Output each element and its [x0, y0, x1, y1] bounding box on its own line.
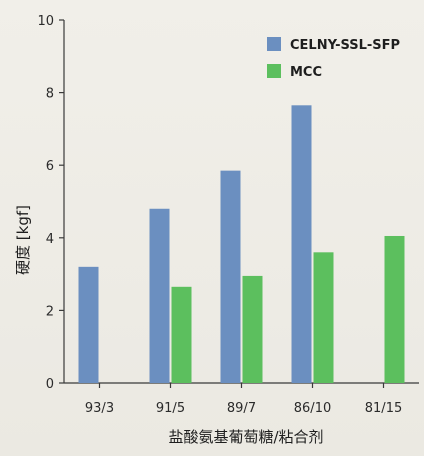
- y-axis-title: 硬度 [kgf]: [14, 205, 32, 275]
- bar-series-2-86/10: [314, 252, 334, 383]
- y-tick-label: 4: [46, 232, 54, 247]
- bar-series-2-81/15: [385, 236, 405, 383]
- x-axis-title: 盐酸氨基葡萄糖/粘合剂: [168, 428, 323, 446]
- y-tick-label: 2: [46, 304, 54, 319]
- x-tick-label: 93/3: [85, 401, 114, 416]
- y-tick-label: 0: [46, 377, 54, 392]
- y-tick-label: 6: [46, 159, 54, 174]
- legend-label-series-1: CELNY-SSL-SFP: [290, 38, 400, 53]
- bar-series-1-93/3: [79, 267, 99, 383]
- bar-series-1-86/10: [292, 105, 312, 383]
- y-tick-label: 10: [37, 14, 54, 29]
- y-tick-label: 8: [46, 87, 54, 102]
- bars: [79, 105, 405, 383]
- x-tick-label: 89/7: [227, 401, 256, 416]
- x-tick-label: 86/10: [294, 401, 331, 416]
- legend-swatch-series-2: [267, 64, 281, 78]
- bar-series-2-89/7: [243, 276, 263, 383]
- bar-series-1-89/7: [221, 171, 241, 383]
- x-tick-label: 81/15: [365, 401, 402, 416]
- bar-series-2-91/5: [172, 287, 192, 383]
- x-tick-label: 91/5: [156, 401, 185, 416]
- bar-series-1-91/5: [150, 209, 170, 383]
- legend-swatch-series-1: [267, 37, 281, 51]
- legend: CELNY-SSL-SFP MCC: [267, 37, 400, 80]
- legend-label-series-2: MCC: [290, 65, 322, 80]
